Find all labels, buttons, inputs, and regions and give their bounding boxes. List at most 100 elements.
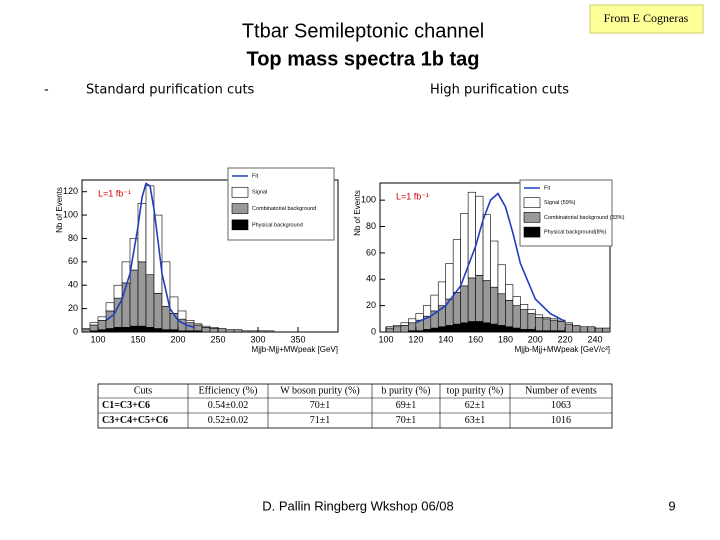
- y-tick-label: 60: [68, 256, 78, 266]
- label: Standard purification cuts: [86, 83, 255, 98]
- y-tick-label: 0: [73, 326, 78, 336]
- histogram-bar: [161, 329, 171, 333]
- x-tick-label: 150: [130, 334, 145, 344]
- histogram-bar: [512, 305, 521, 329]
- y-tick-label: 100: [63, 209, 78, 219]
- table-cell: C1=C3+C6: [102, 400, 150, 411]
- histogram-bar: [445, 263, 454, 300]
- histogram-bar: [460, 285, 469, 324]
- y-tick-label: 20: [68, 303, 78, 313]
- histogram-bar: [249, 330, 259, 333]
- histogram-bar: [423, 305, 432, 317]
- y-tick-label: 80: [68, 233, 78, 243]
- histogram-bar: [520, 329, 529, 333]
- table-cell: 0.52±0.02: [208, 415, 249, 426]
- table-cell: 62±1: [465, 400, 486, 411]
- histogram-bar: [564, 322, 573, 325]
- x-tick-label: 350: [290, 334, 305, 344]
- histogram-bar: [520, 304, 529, 310]
- x-tick-label: 100: [90, 334, 105, 344]
- credit-box: [589, 4, 704, 34]
- histogram-bar: [408, 322, 417, 331]
- histogram-bar: [430, 327, 439, 333]
- histogram-bar: [497, 264, 506, 295]
- histogram-bar: [153, 214, 163, 294]
- histogram-bar: [594, 327, 603, 333]
- histogram-bar: [129, 269, 139, 327]
- y-tick-label: 120: [63, 186, 78, 196]
- histogram-bar: [512, 327, 521, 333]
- histogram-bar: [467, 277, 476, 322]
- histogram-bar: [535, 314, 544, 318]
- axis-label: Mjjb-Mjj+MWpeak [GeV/c²]: [515, 345, 610, 354]
- histogram-bar: [137, 325, 147, 333]
- histogram-bar: [482, 214, 491, 281]
- histogram-bar: [113, 327, 123, 333]
- histogram-bar: [505, 284, 514, 301]
- histogram-bar: [177, 310, 187, 320]
- axis-label: Nb of Events: [55, 187, 64, 233]
- histogram-bar: [579, 326, 588, 333]
- histogram-bar: [512, 296, 521, 306]
- table-header: Number of events: [525, 385, 597, 396]
- x-tick-label: 300: [250, 334, 265, 344]
- legend-swatch: [231, 186, 249, 198]
- histogram-bar: [97, 329, 107, 333]
- histogram-bar: [121, 282, 131, 328]
- y-tick-label: 40: [366, 274, 376, 284]
- legend-swatch: [231, 203, 249, 214]
- histogram-bar: [137, 261, 147, 327]
- legend-entry: Combinatorial background (33%): [544, 215, 625, 221]
- y-tick-label: 40: [68, 280, 78, 290]
- histogram-bar: [113, 284, 123, 299]
- x-tick-label: 180: [498, 334, 513, 344]
- axis-label: Mjjb-Mjj+MWpeak [GeV]: [252, 345, 338, 354]
- histogram-bar: [542, 317, 551, 320]
- axis-label: Nb of Events: [353, 190, 362, 236]
- table-cell: 70±1: [310, 400, 331, 411]
- x-tick-label: 160: [468, 334, 483, 344]
- histogram-bar: [201, 327, 211, 333]
- y-tick-label: 0: [371, 326, 376, 336]
- histogram-bar: [452, 323, 461, 333]
- credit: From E Cogneras: [604, 11, 689, 25]
- annotation: L=1 fb⁻¹: [98, 188, 131, 198]
- histogram-bar: [452, 239, 461, 293]
- histogram-bar: [233, 329, 243, 333]
- y-tick-label: 20: [366, 300, 376, 310]
- histogram-bar: [217, 328, 227, 333]
- histogram-bar: [587, 326, 596, 333]
- title: Ttbar Semileptonic channel: [242, 20, 484, 42]
- histogram-bar: [105, 328, 115, 333]
- histogram-bar: [467, 321, 476, 333]
- histogram-bar: [393, 326, 402, 333]
- histogram-bar: [602, 327, 611, 333]
- histogram-bar: [105, 302, 115, 312]
- table-cell: 1016: [551, 415, 571, 426]
- histogram-bar: [400, 325, 409, 333]
- histogram-bar: [161, 305, 171, 330]
- table-frame: [97, 383, 613, 429]
- annotation: L=1 fb⁻¹: [396, 191, 429, 201]
- legend-entry: Physical background(8%): [544, 230, 607, 236]
- y-tick-label: 80: [366, 221, 376, 231]
- histogram-bar: [549, 319, 559, 331]
- table-cell: 0.54±0.02: [208, 400, 249, 411]
- histogram-bar: [385, 326, 394, 329]
- histogram-bar: [209, 327, 219, 329]
- legend-swatch: [231, 219, 249, 231]
- x-tick-label: 250: [210, 334, 225, 344]
- histogram-bar: [437, 326, 447, 333]
- histogram-bar: [415, 313, 424, 321]
- legend-entry: Physical background: [252, 222, 303, 228]
- table-header: W boson purity (%): [280, 385, 360, 396]
- histogram-bar: [535, 317, 544, 331]
- histogram-bar: [564, 323, 573, 333]
- legend-swatch: [523, 197, 541, 208]
- table-header: Efficiency (%): [199, 385, 258, 396]
- histogram-bar: [169, 329, 179, 333]
- histogram-bar: [445, 325, 454, 333]
- table-cell: C3+C4+C5+C6: [102, 415, 168, 426]
- histogram-bar: [97, 320, 107, 330]
